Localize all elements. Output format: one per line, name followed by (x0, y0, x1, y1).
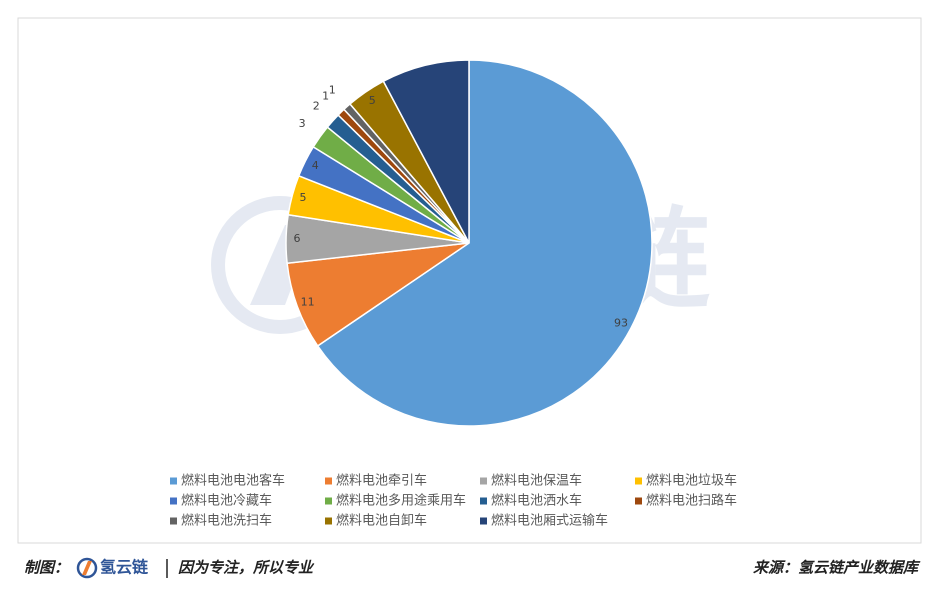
pie-slice (316, 59, 653, 427)
legend-label: 燃料电池自卸车 (336, 513, 427, 529)
brand-logo (76, 557, 98, 579)
source: 来源：氢云链产业数据库 (753, 559, 921, 577)
data-label: 93 (614, 316, 628, 329)
slogan: 因为专注，所以专业 (178, 559, 315, 577)
data-label: 1 (329, 83, 336, 96)
legend-swatch (635, 477, 642, 485)
legend-label: 燃料电池牵引车 (336, 473, 427, 489)
legend-swatch (325, 497, 332, 505)
legend-label: 燃料电池冷藏车 (181, 493, 272, 509)
data-label: 6 (294, 232, 301, 245)
legend-swatch (325, 517, 332, 525)
pie-slice (382, 59, 470, 244)
data-label: 2 (313, 99, 320, 112)
legend-swatch (170, 517, 177, 525)
legend-label: 燃料电池电池客车 (181, 473, 285, 489)
brand: 氢云链 (100, 558, 149, 577)
data-label: 3 (299, 117, 306, 130)
data-label: 5 (369, 94, 376, 107)
legend-label: 燃料电池多用途乘用车 (336, 493, 466, 509)
legend-swatch (480, 477, 487, 485)
legend-swatch (170, 497, 177, 505)
data-label: 4 (312, 159, 319, 172)
legend-label: 燃料电池扫路车 (646, 493, 737, 509)
legend-swatch (635, 497, 642, 505)
data-label: 5 (300, 191, 307, 204)
credit-label: 制图： (24, 559, 69, 577)
legend-swatch (325, 477, 332, 485)
legend-label: 燃料电池保温车 (491, 473, 582, 489)
legend-label: 燃料电池厢式运输车 (491, 513, 608, 529)
legend-label: 燃料电池洒水车 (491, 493, 582, 509)
legend-swatch (480, 497, 487, 505)
legend-swatch (170, 477, 177, 485)
data-label: 11 (301, 296, 315, 309)
data-label: 1 (322, 89, 329, 102)
legend-label: 燃料电池洗扫车 (181, 513, 272, 529)
legend-label: 燃料电池垃圾车 (646, 473, 737, 489)
legend-swatch (480, 517, 487, 525)
